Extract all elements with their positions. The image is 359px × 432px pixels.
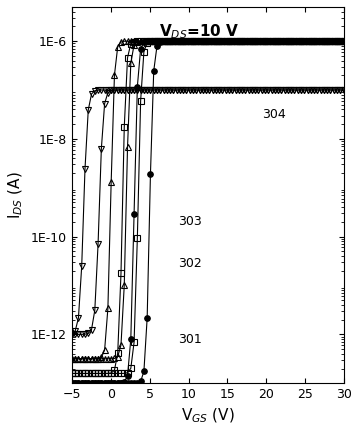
Text: 301: 301	[178, 333, 202, 346]
Text: 303: 303	[178, 216, 202, 229]
Text: 304: 304	[262, 108, 286, 121]
Text: 302: 302	[178, 257, 202, 270]
Y-axis label: I$_{DS}$ (A): I$_{DS}$ (A)	[7, 171, 25, 219]
X-axis label: V$_{GS}$ (V): V$_{GS}$ (V)	[181, 407, 235, 425]
Text: V$_{DS}$=10 V: V$_{DS}$=10 V	[159, 22, 239, 41]
